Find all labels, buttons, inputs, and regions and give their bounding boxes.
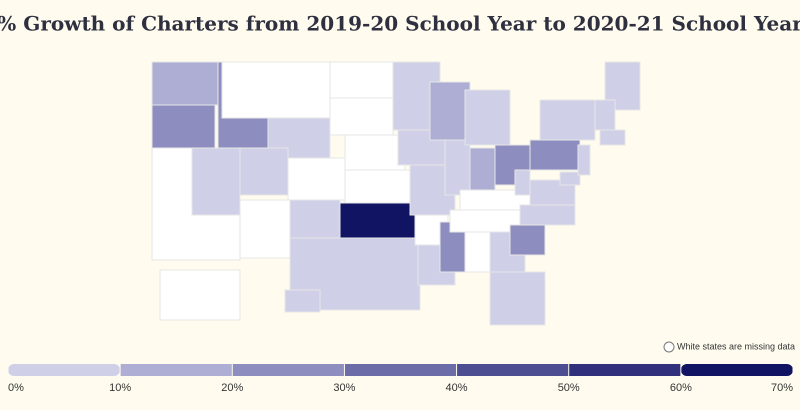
missing-note: White states are missing data xyxy=(677,341,795,351)
state xyxy=(191,147,241,216)
legend-tick-label: 50% xyxy=(558,382,580,394)
legend-tick-label: 0% xyxy=(8,382,24,394)
state xyxy=(464,89,511,146)
state xyxy=(577,144,591,176)
legend: White states are missing data 0% 10% 20% 30… xyxy=(7,341,795,394)
note-icon xyxy=(663,341,675,353)
legend-tick-label: 20% xyxy=(221,382,243,394)
state xyxy=(509,224,546,256)
state xyxy=(559,171,581,186)
state xyxy=(444,139,471,196)
legend-swatch xyxy=(120,364,233,376)
state xyxy=(344,134,406,171)
legend-tick-label: 40% xyxy=(446,382,468,394)
state xyxy=(344,169,411,204)
state xyxy=(151,104,216,149)
map xyxy=(151,61,641,326)
state xyxy=(339,202,416,239)
state xyxy=(329,97,394,136)
state xyxy=(604,61,641,111)
state xyxy=(151,61,219,106)
legend-swatch xyxy=(456,364,569,376)
state xyxy=(519,204,576,226)
state xyxy=(284,289,321,313)
state xyxy=(469,147,496,191)
legend-swatch xyxy=(680,364,793,376)
legend-tick-label: 70% xyxy=(771,382,793,394)
state xyxy=(539,99,596,141)
state xyxy=(159,269,241,321)
legend-swatch xyxy=(232,364,345,376)
legend-swatch xyxy=(8,364,121,376)
legend-swatch xyxy=(344,364,457,376)
state xyxy=(239,147,289,196)
state xyxy=(329,61,394,99)
state xyxy=(514,169,531,196)
legend-tick-label: 30% xyxy=(333,382,355,394)
state xyxy=(489,271,546,326)
state xyxy=(594,99,616,131)
legend-tick-label: 10% xyxy=(109,382,131,394)
state xyxy=(529,139,581,171)
state xyxy=(287,157,346,201)
state xyxy=(464,231,491,273)
legend-tick-label: 60% xyxy=(670,382,692,394)
chart-title: % Growth of Charters from 2019-20 School… xyxy=(0,12,800,36)
legend-swatch xyxy=(568,364,681,376)
state xyxy=(429,81,471,141)
state xyxy=(239,199,291,259)
state xyxy=(599,129,626,146)
state xyxy=(221,61,331,119)
